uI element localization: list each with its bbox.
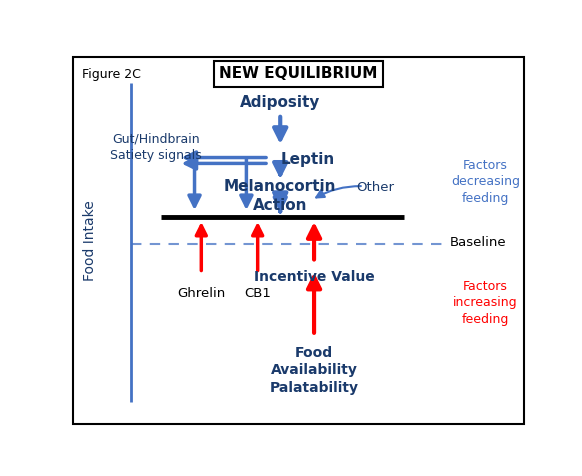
Text: Adiposity: Adiposity bbox=[240, 95, 321, 110]
Text: Baseline: Baseline bbox=[449, 237, 506, 249]
Text: CB1: CB1 bbox=[244, 287, 271, 300]
Text: Melanocortin
Action: Melanocortin Action bbox=[224, 179, 336, 214]
Text: Gut/Hindbrain
Satiety signals: Gut/Hindbrain Satiety signals bbox=[111, 132, 202, 162]
Text: Food
Availability
Palatability: Food Availability Palatability bbox=[269, 346, 359, 396]
Text: Incentive Value: Incentive Value bbox=[254, 270, 374, 284]
Text: Factors
increasing
feeding: Factors increasing feeding bbox=[453, 280, 518, 326]
Text: Other: Other bbox=[356, 181, 394, 194]
Text: Ghrelin: Ghrelin bbox=[177, 287, 225, 300]
Text: Factors
decreasing
feeding: Factors decreasing feeding bbox=[451, 159, 520, 205]
Text: Food Intake: Food Intake bbox=[83, 200, 97, 281]
Text: Figure 2C: Figure 2C bbox=[81, 68, 141, 81]
Text: NEW EQUILIBRIUM: NEW EQUILIBRIUM bbox=[219, 66, 378, 81]
Text: Leptin: Leptin bbox=[281, 152, 335, 167]
